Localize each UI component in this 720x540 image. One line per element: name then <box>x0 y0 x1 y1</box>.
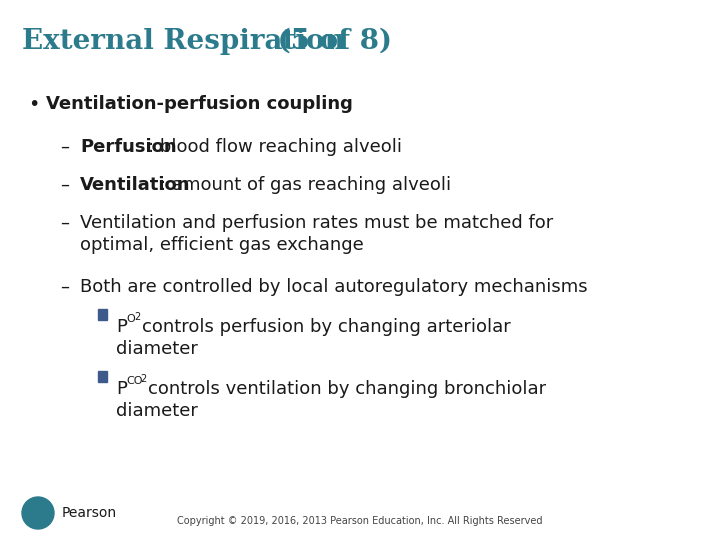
Text: Perfusion: Perfusion <box>80 138 176 156</box>
Text: 2: 2 <box>134 312 140 322</box>
Text: O: O <box>126 314 135 324</box>
Circle shape <box>22 497 54 529</box>
Text: : blood flow reaching alveoli: : blood flow reaching alveoli <box>148 138 402 156</box>
Text: : amount of gas reaching alveoli: : amount of gas reaching alveoli <box>160 176 451 194</box>
Text: diameter: diameter <box>116 402 198 420</box>
Text: 2: 2 <box>140 374 146 384</box>
Text: (5 of 8): (5 of 8) <box>268 28 392 55</box>
Text: Copyright © 2019, 2016, 2013 Pearson Education, Inc. All Rights Reserved: Copyright © 2019, 2016, 2013 Pearson Edu… <box>177 516 543 526</box>
Text: Ventilation-perfusion coupling: Ventilation-perfusion coupling <box>46 95 353 113</box>
Text: –: – <box>60 278 69 296</box>
Text: Ventilation and perfusion rates must be matched for: Ventilation and perfusion rates must be … <box>80 214 553 232</box>
Text: P: P <box>116 318 127 336</box>
Text: Ventilation: Ventilation <box>80 176 191 194</box>
Text: Both are controlled by local autoregulatory mechanisms: Both are controlled by local autoregulat… <box>80 278 588 296</box>
Text: Pearson: Pearson <box>62 506 117 520</box>
Text: optimal, efficient gas exchange: optimal, efficient gas exchange <box>80 236 364 254</box>
Text: External Respiration: External Respiration <box>22 28 345 55</box>
Text: controls perfusion by changing arteriolar: controls perfusion by changing arteriola… <box>142 318 510 336</box>
Text: –: – <box>60 176 69 194</box>
Text: •: • <box>28 95 40 114</box>
Text: controls ventilation by changing bronchiolar: controls ventilation by changing bronchi… <box>148 380 546 398</box>
Text: diameter: diameter <box>116 340 198 358</box>
Text: CO: CO <box>126 376 143 386</box>
Text: P: P <box>33 506 43 520</box>
Text: –: – <box>60 138 69 156</box>
Text: –: – <box>60 214 69 232</box>
Text: P: P <box>116 380 127 398</box>
